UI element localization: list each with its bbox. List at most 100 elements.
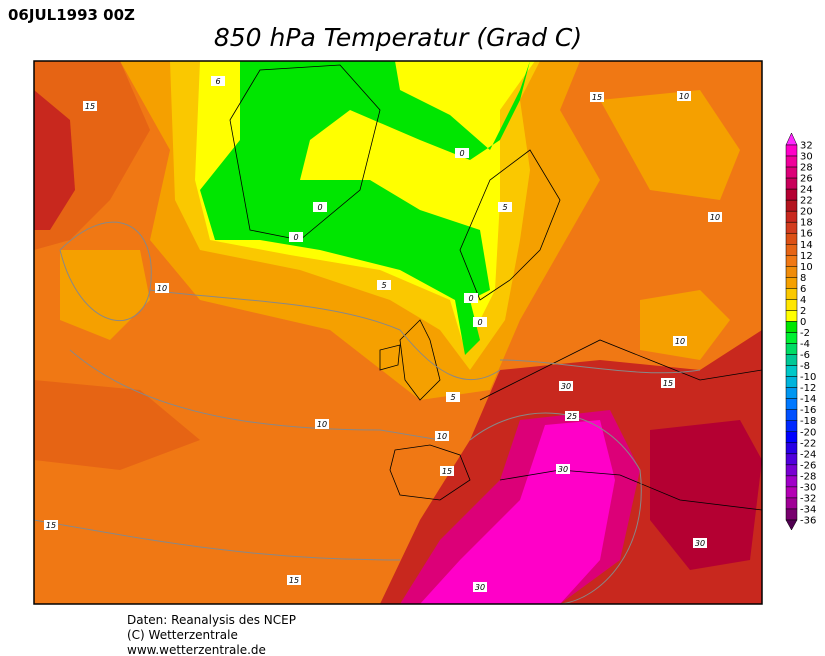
- colorbar-label: -10: [800, 372, 816, 383]
- contour-label-box: [498, 202, 512, 212]
- region: [34, 90, 75, 230]
- colorbar-box: [785, 464, 798, 477]
- contour-label-box: [377, 280, 391, 290]
- contour-label-box: [565, 411, 579, 421]
- colorbar-box: [785, 475, 798, 488]
- colorbar-label: -6: [800, 350, 810, 361]
- contour-label-box: [673, 336, 687, 346]
- colorbar-box: [785, 232, 798, 245]
- colorbar-box: [785, 299, 798, 311]
- contour-label-box: [708, 212, 722, 222]
- colorbar-label: 6: [800, 284, 806, 295]
- contour-label: 30: [561, 382, 571, 391]
- colorbar-label: 20: [800, 207, 813, 218]
- contour-label-box: [435, 431, 449, 441]
- colorbar-box: [785, 409, 798, 421]
- contour-label: 10: [157, 284, 167, 293]
- contour-label: 30: [695, 539, 705, 548]
- colorbar-label: -32: [800, 493, 816, 504]
- contour-label: 10: [317, 420, 327, 429]
- contour-label-box: [693, 538, 707, 548]
- contour-label: 10: [437, 432, 447, 441]
- contour-label: 0: [293, 233, 298, 242]
- contour-label: 15: [592, 93, 602, 102]
- colorbar-box: [785, 166, 798, 179]
- colorbar-label: -14: [800, 394, 816, 405]
- contour-label: 0: [477, 318, 482, 327]
- colorbar-box: [785, 277, 798, 289]
- contour-label: 5: [502, 203, 507, 212]
- colorbar-label: 26: [800, 174, 813, 185]
- colorbar-label: -4: [800, 339, 810, 350]
- colorbar-label: 28: [800, 163, 813, 174]
- colorbar-box: [785, 365, 798, 377]
- colorbar-label: -30: [800, 482, 816, 493]
- colorbar-label: 32: [800, 141, 813, 152]
- map: [34, 61, 762, 604]
- colorbar-box: [785, 497, 798, 510]
- colorbar-label: -2: [800, 328, 810, 339]
- colorbar-label: -20: [800, 427, 816, 438]
- colorbar-box: [785, 221, 798, 234]
- colorbar-label: 4: [800, 295, 806, 306]
- footer-line: www.wetterzentrale.de: [127, 643, 266, 656]
- contour-label-box: [677, 91, 691, 101]
- contour-label: 10: [675, 337, 685, 346]
- colorbar-box: [785, 155, 798, 168]
- colorbar-box: [785, 255, 798, 267]
- colorbar-label: -8: [800, 361, 810, 372]
- colorbar-label: 16: [800, 229, 813, 240]
- contour-label-box: [315, 419, 329, 429]
- colorbar-label: -22: [800, 438, 816, 449]
- contour-label-box: [556, 464, 570, 474]
- region: [650, 420, 762, 570]
- contour-label-box: [289, 232, 303, 242]
- colorbar-label: -34: [800, 504, 816, 515]
- contour-label: 10: [710, 213, 720, 222]
- colorbar-label: 12: [800, 251, 813, 262]
- region: [200, 61, 530, 355]
- contour-label-box: [211, 76, 225, 86]
- contour-label-box: [44, 520, 58, 530]
- colorbar-label: 22: [800, 196, 813, 207]
- colorbar-box: [785, 210, 798, 223]
- colorbar-cap: [785, 132, 798, 146]
- contour-label: 5: [381, 281, 386, 290]
- contour-label-box: [155, 283, 169, 293]
- colorbar-label: 14: [800, 240, 813, 251]
- colorbar-label: -12: [800, 383, 816, 394]
- contour-label-box: [83, 101, 97, 111]
- contour-label: 6: [215, 77, 220, 86]
- contour-label: 30: [475, 583, 485, 592]
- colorbar-box: [785, 244, 798, 256]
- colorbar-box: [785, 332, 798, 344]
- contour-label-box: [287, 575, 301, 585]
- contour-label: 30: [558, 465, 568, 474]
- title: 850 hPa Temperatur (Grad C): [214, 23, 582, 52]
- footer-line: Daten: Reanalysis des NCEP: [127, 613, 296, 627]
- colorbar-label: -26: [800, 460, 816, 471]
- region: [60, 250, 150, 340]
- colorbar-box: [785, 343, 798, 355]
- colorbar-label: -18: [800, 416, 816, 427]
- region: [640, 290, 730, 360]
- colorbar-box: [785, 453, 798, 466]
- contour-label: 25: [567, 412, 577, 421]
- colorbar-box: [785, 177, 798, 190]
- colorbar-cap: [785, 519, 798, 531]
- contour-label: 0: [317, 203, 322, 212]
- colorbar-box: [785, 431, 798, 444]
- contour-label-box: [559, 381, 573, 391]
- colorbar-label: 24: [800, 185, 813, 196]
- colorbar-label: 0: [800, 317, 806, 328]
- contour-label-box: [446, 392, 460, 402]
- timestamp: 06JUL1993 00Z: [8, 6, 135, 24]
- region: [34, 380, 200, 470]
- colorbar-label: -36: [800, 516, 816, 527]
- colorbar-box: [785, 288, 798, 300]
- contour-label: 15: [289, 576, 299, 585]
- colorbar-label: 18: [800, 218, 813, 229]
- colorbar-label: 8: [800, 273, 806, 284]
- colorbar-label: -16: [800, 405, 816, 416]
